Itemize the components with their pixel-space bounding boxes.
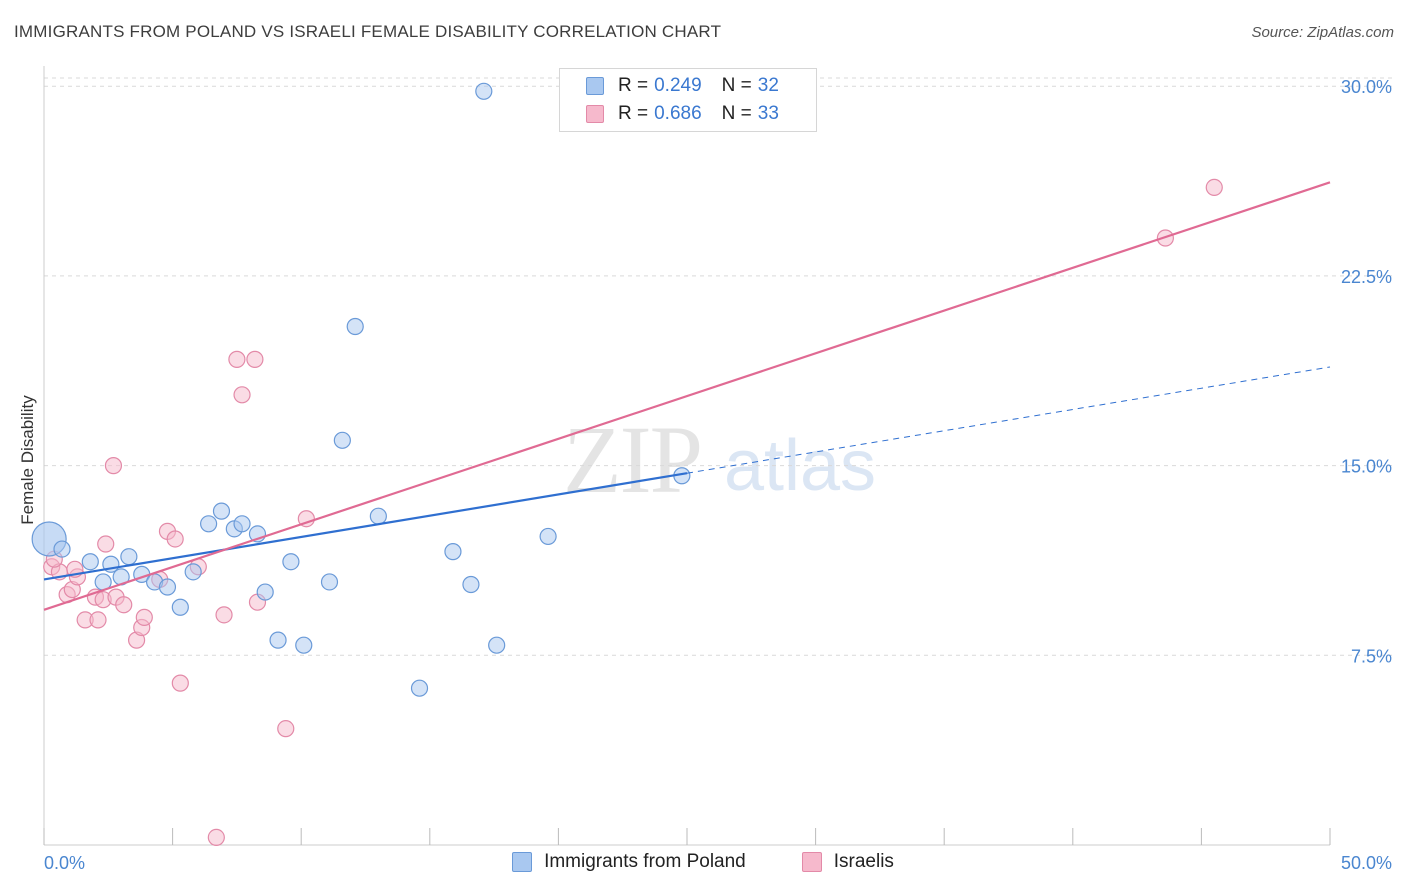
legend-r-value: 0.249 [654,75,702,96]
israelis-point [135,608,153,626]
poland-point [53,540,71,558]
stats-legend: R = 0.249 N = 32 R = 0.686 N = 33 [559,68,817,132]
poland-point [346,317,364,336]
poland-point [171,598,189,616]
poland-point [184,563,202,581]
poland-point [488,636,506,654]
watermark: ZIP atlas [563,406,876,513]
israelis-point [115,596,133,614]
legend-n-label: N = [721,75,752,96]
legend-n-value: 33 [757,103,779,124]
y-tick-labels: 7.5% 15.0% 22.5% 30.0% [1341,77,1392,666]
poland-trend-extension [686,366,1331,474]
israelis-point [233,386,251,404]
poland-point [81,553,99,571]
y-tick-label: 22.5% [1341,267,1392,287]
poland-trend-line [43,472,688,581]
y-tick-label: 7.5% [1351,646,1392,666]
legend-n-label: N = [721,103,752,124]
poland-points [31,82,691,697]
poland-point [282,553,300,571]
israelis-point [215,606,233,624]
poland-point [444,543,462,561]
poland-point [462,575,480,594]
axes [43,66,1331,846]
israelis-point [228,350,246,368]
legend-n-value: 32 [757,75,779,96]
israelis-point [1205,178,1223,197]
x-tick-labels: 0.0% 50.0% [44,853,1392,873]
gridlines [44,77,1392,656]
legend-r-label: R = [618,103,649,124]
israelis-point [297,510,315,528]
poland-point [295,636,313,654]
series-legend: Immigrants from Poland Israelis [0,851,1406,873]
poland-point [158,578,177,596]
legend-r-value: 0.686 [654,103,702,124]
israelis-point [277,720,295,738]
poland-point [212,502,231,520]
legend-swatch-israelis [586,105,604,123]
israelis-trend-line [43,181,1331,611]
israelis-point [166,530,184,548]
poland-point [369,507,387,525]
israelis-point [89,611,107,629]
trend-lines [43,181,1331,611]
poland-point [320,573,339,591]
poland-point [256,583,274,601]
legend-item-israelis[interactable]: Israelis [801,851,894,873]
x-tick-label: 0.0% [44,853,85,873]
legend-r-label: R = [618,75,649,96]
israelis-point [246,350,264,368]
poland-point [410,679,429,697]
source-label: Source: ZipAtlas.com [1251,24,1394,41]
poland-point [333,431,351,449]
poland-point [200,515,218,533]
chart-title: IMMIGRANTS FROM POLAND VS ISRAELI FEMALE… [14,22,722,41]
poland-point [233,515,251,533]
poland-point [539,527,557,546]
poland-point [475,82,493,100]
legend-label-poland: Immigrants from Poland [544,851,746,872]
y-tick-label: 30.0% [1341,77,1392,97]
poland-point [120,548,138,566]
x-tick-label: 50.0% [1341,853,1392,873]
watermark-zip: ZIP [563,406,701,513]
israelis-points [43,178,1223,847]
y-tick-label: 15.0% [1341,457,1392,477]
legend-swatch-poland [586,77,604,95]
legend-swatch-israelis [801,852,822,872]
israelis-point [171,674,189,692]
legend-row-israelis: R = 0.686 N = 33 [586,101,779,127]
israelis-point [207,828,225,847]
legend-item-poland[interactable]: Immigrants from Poland [512,851,746,873]
legend-label-israelis: Israelis [833,851,894,872]
legend-swatch-poland [512,852,533,872]
poland-point [269,631,287,649]
israelis-point [104,457,123,475]
israelis-point [97,535,115,553]
legend-row-poland: R = 0.249 N = 32 [586,73,779,99]
